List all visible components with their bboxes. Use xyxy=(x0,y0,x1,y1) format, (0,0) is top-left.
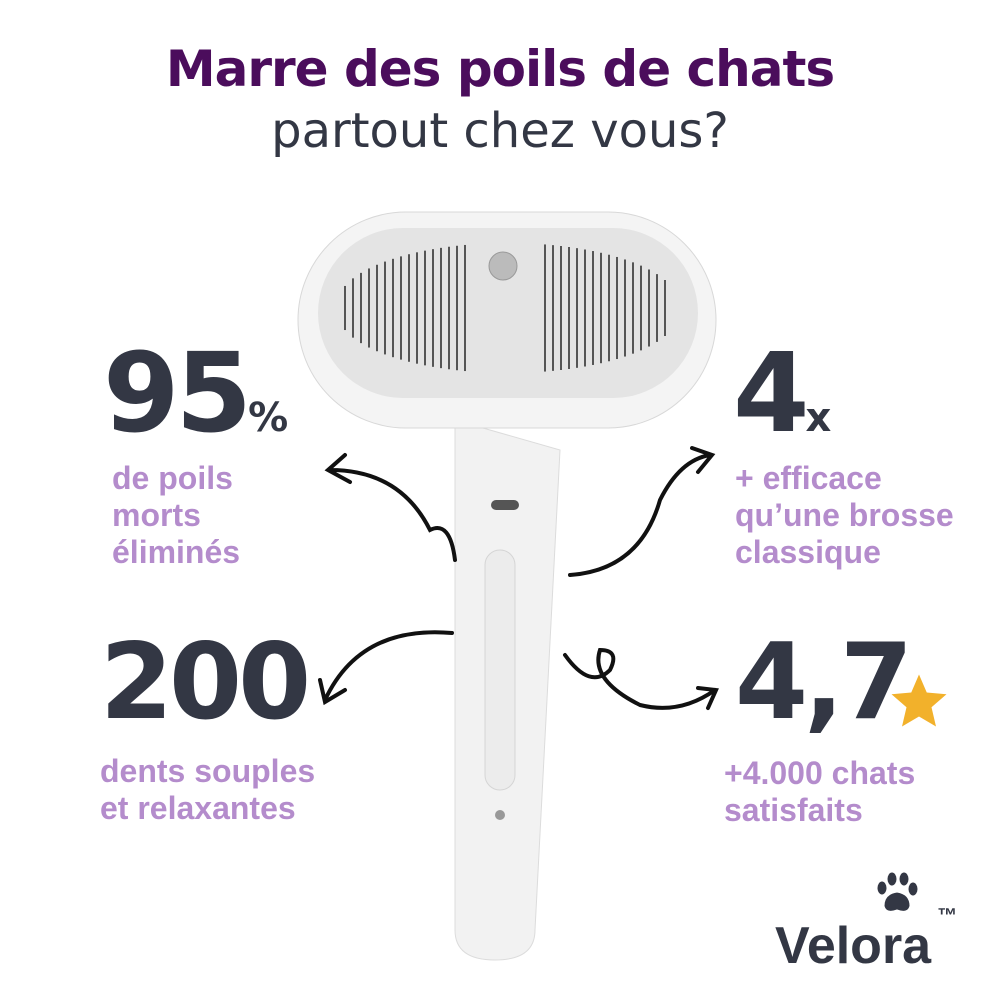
stat-200-caption: dents souples et relaxantes xyxy=(100,753,316,826)
arrow-bottom-left xyxy=(318,630,454,706)
stat-rating: 4,7 xyxy=(735,621,913,743)
brand-name: Velora xyxy=(775,917,932,975)
headline-line1: Marre des poils de chats xyxy=(165,40,835,98)
arrow-top-left xyxy=(324,453,457,562)
stat-95: 95% xyxy=(103,329,289,457)
arrow-bottom-right xyxy=(563,647,719,710)
stat-rating-caption: +4.000 chats satisfaits xyxy=(724,755,916,828)
headline-line2: partout chez vous? xyxy=(271,103,729,159)
stat-95-caption: de poils morts éliminés xyxy=(112,460,241,570)
stat-4x-caption: + efficace qu’une brosse classique xyxy=(735,460,954,570)
brush-illustration xyxy=(297,211,717,961)
stat-200: 200 xyxy=(100,621,311,743)
brand-logo: Velora™ xyxy=(775,906,957,975)
trademark: ™ xyxy=(937,905,958,927)
stat-4x: 4x xyxy=(733,329,832,457)
paw-icon xyxy=(876,871,919,912)
arrow-top-right xyxy=(568,446,716,577)
star-icon xyxy=(891,674,947,727)
